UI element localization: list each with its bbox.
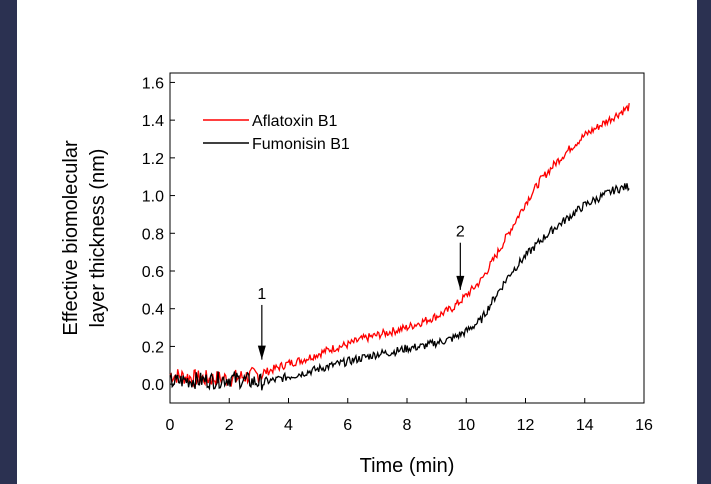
x-tick-label: 6 [343,417,352,434]
series-layer [169,103,630,391]
line-chart: 0 2 4 6 8 10 12 14 16 0.00.20.40.60.81.01.21.41.… [60,72,653,477]
y-axis: 0.0 0.2 0.4 0.6 0.8 1.0 1.2 1.4 1.6 [142,75,175,394]
legend: Aflatoxin B1 Fumonisin B1 [203,113,350,153]
y-tick-label: 0.6 [142,264,164,281]
y-tick-label: 0.0 [142,377,164,394]
x-axis-title: Time (min) [360,455,455,477]
x-tick-label: 12 [517,417,535,434]
annotation-arrow-head [456,275,465,290]
plot-area-frame [169,72,645,404]
legend-label-fumonisin: Fumonisin B1 [252,136,350,153]
y-tick-label: 1.6 [142,75,164,92]
series-line-fumonisin-b1 [169,183,630,391]
legend-label-aflatoxin: Aflatoxin B1 [252,113,337,130]
x-tick-label: 14 [576,417,594,434]
y-tick-label: 1.0 [142,189,164,206]
series-line-aflatoxin-b1 [169,103,630,388]
x-tick-label: 2 [225,417,234,434]
y-axis-title-line2: layer thickness (nm) [87,149,109,328]
annotation-label: 1 [257,286,266,303]
x-tick-label: 16 [635,417,653,434]
x-tick-label: 10 [457,417,475,434]
x-tick-label: 8 [403,417,412,434]
annotation-arrow-head [257,345,266,360]
y-tick-label: 0.8 [142,226,164,243]
y-tick-label: 1.2 [142,151,164,168]
figure-panel: 0 2 4 6 8 10 12 14 16 0.0 0.2 0.4 0.6 0.8 1.0 1.2 1.4 1.… [17,0,697,484]
annotation-label: 2 [456,224,465,241]
y-tick-label: 1.4 [142,113,164,130]
annotations: 12 [257,224,465,360]
y-axis-title-line1: Effective biomolecular [60,140,82,336]
x-tick-label: 4 [284,417,293,434]
y-tick-label: 0.2 [142,339,164,356]
x-tick-label: 0 [166,417,175,434]
y-tick-label: 0.4 [142,302,164,319]
x-axis: 0 2 4 6 8 10 12 14 16 [166,398,653,434]
